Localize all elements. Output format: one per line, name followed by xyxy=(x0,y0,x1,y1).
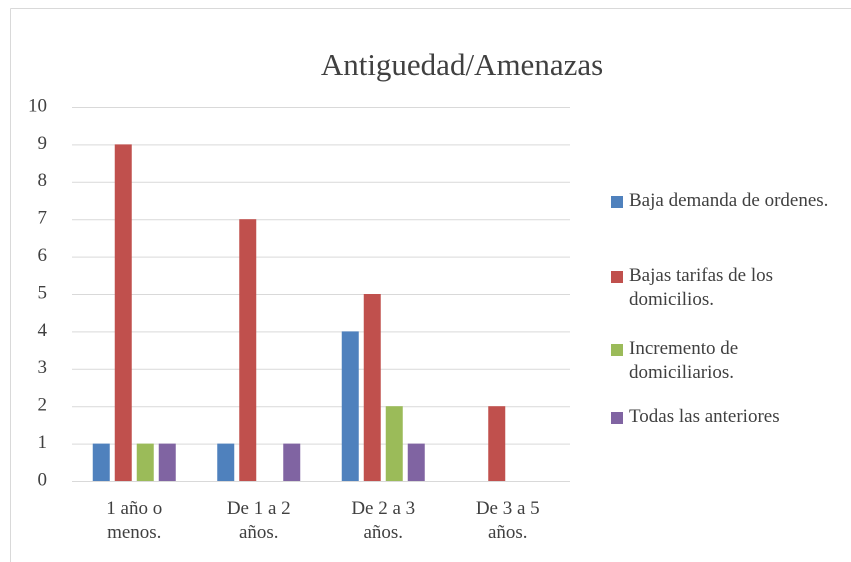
chart-title: Antiguedad/Amenazas xyxy=(321,47,603,82)
y-tick-label: 0 xyxy=(38,469,48,490)
y-tick-label: 4 xyxy=(38,320,48,341)
legend-label: Todas las anteriores xyxy=(629,406,780,427)
y-tick-label: 7 xyxy=(38,208,48,229)
bar xyxy=(217,443,235,481)
bar xyxy=(488,406,506,481)
bar xyxy=(385,406,403,481)
legend-label: Incremento de domiciliarios. xyxy=(629,338,739,383)
x-tick-label: 1 año o menos. xyxy=(106,498,163,543)
y-tick-label: 9 xyxy=(38,133,48,154)
bar xyxy=(136,443,154,481)
legend-swatch xyxy=(611,412,623,424)
legend-label: Baja demanda de ordenes. xyxy=(629,190,829,211)
y-tick-label: 2 xyxy=(38,395,48,416)
bar xyxy=(407,443,425,481)
x-tick-label: De 2 a 3 años. xyxy=(351,498,416,543)
y-tick-label: 6 xyxy=(38,245,48,266)
bar xyxy=(341,331,359,481)
legend-label: Bajas tarifas de los domicilios. xyxy=(629,265,774,310)
y-tick-label: 1 xyxy=(38,432,48,453)
bar xyxy=(363,294,381,481)
legend-swatch xyxy=(611,196,623,208)
bar xyxy=(239,219,257,481)
y-tick-label: 8 xyxy=(38,170,48,191)
bar xyxy=(158,443,176,481)
y-tick-label: 3 xyxy=(38,357,48,378)
y-tick-label: 10 xyxy=(28,95,47,116)
x-tick-label: De 3 a 5 años. xyxy=(475,498,540,543)
y-tick-label: 5 xyxy=(38,282,48,303)
bar xyxy=(283,443,301,481)
x-tick-label: De 1 a 2 años. xyxy=(226,498,291,543)
legend-swatch xyxy=(611,344,623,356)
legend-swatch xyxy=(611,271,623,283)
bar xyxy=(114,144,132,481)
bar xyxy=(92,443,110,481)
